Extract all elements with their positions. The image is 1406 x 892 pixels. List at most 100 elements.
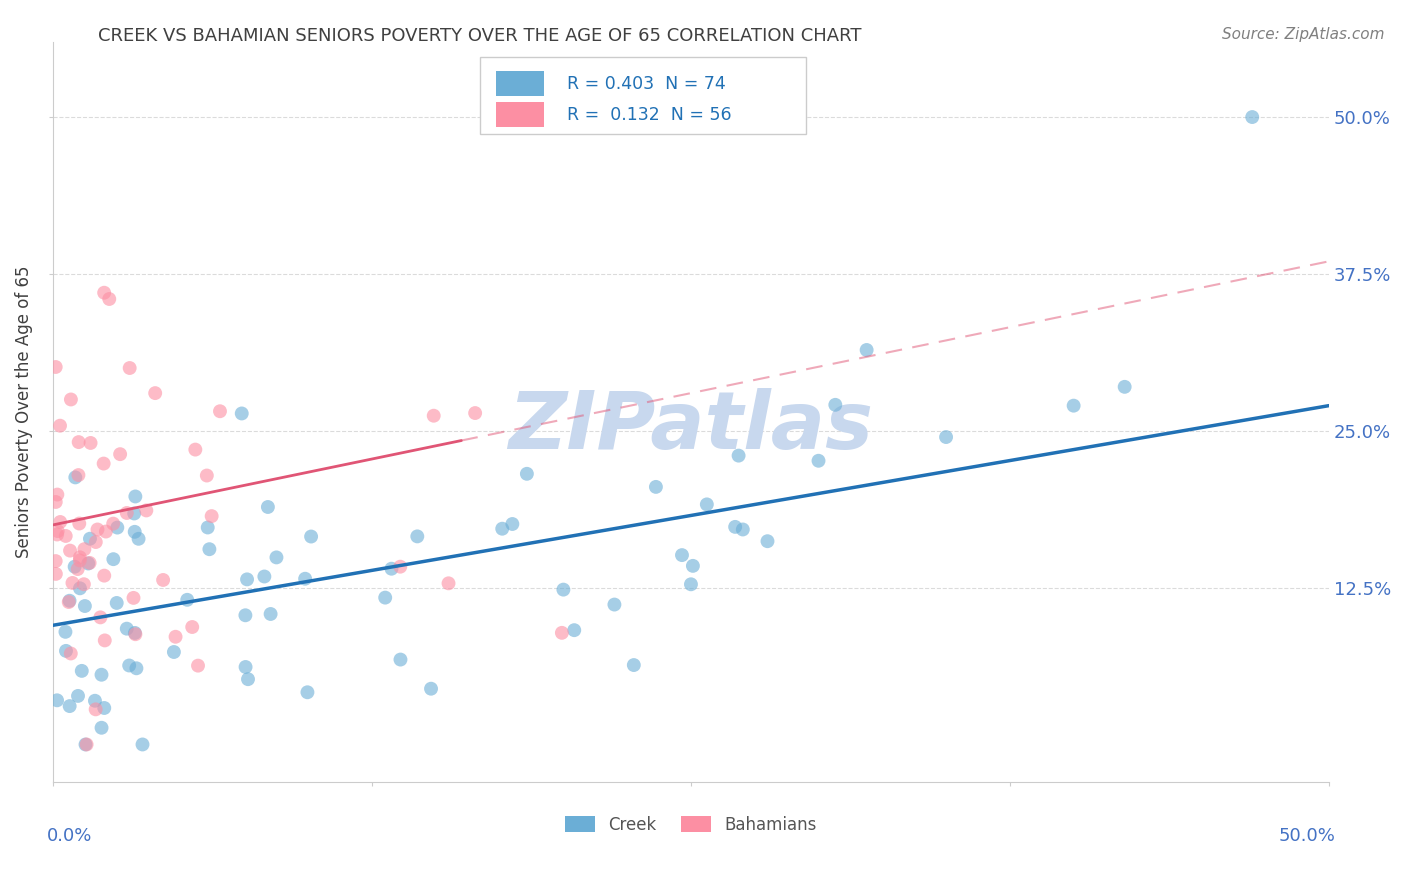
Bahamians — [62, 576, 84, 591]
Text: 0.0%: 0.0% — [46, 827, 93, 845]
Bahamians — [181, 620, 204, 634]
Bahamians — [46, 527, 69, 541]
Creek — [257, 500, 280, 514]
Creek — [103, 552, 125, 566]
Creek — [69, 582, 91, 596]
Creek — [1241, 110, 1264, 124]
Bahamians — [165, 630, 187, 644]
Creek — [124, 490, 146, 504]
Creek — [406, 529, 429, 543]
Creek — [731, 523, 754, 537]
Creek — [70, 664, 93, 678]
Bahamians — [152, 573, 174, 587]
Bahamians — [45, 566, 67, 581]
Creek — [374, 591, 396, 605]
Creek — [645, 480, 668, 494]
Creek — [235, 660, 257, 674]
Bahamians — [76, 738, 98, 752]
Creek — [235, 608, 257, 623]
Bahamians — [59, 543, 82, 558]
Creek — [696, 497, 718, 511]
Creek — [63, 559, 86, 574]
Bahamians — [45, 495, 67, 509]
Bahamians — [551, 625, 574, 640]
Creek — [105, 596, 128, 610]
Creek — [299, 529, 322, 543]
Text: R =  0.132  N = 56: R = 0.132 N = 56 — [567, 105, 733, 123]
Creek — [118, 658, 141, 673]
FancyBboxPatch shape — [481, 56, 806, 135]
Creek — [724, 520, 747, 534]
Text: CREEK VS BAHAMIAN SENIORS POVERTY OVER THE AGE OF 65 CORRELATION CHART: CREEK VS BAHAMIAN SENIORS POVERTY OVER T… — [98, 27, 862, 45]
Creek — [297, 685, 319, 699]
Creek — [84, 694, 107, 708]
Bahamians — [46, 524, 69, 538]
Bahamians — [59, 392, 82, 407]
Creek — [198, 542, 221, 557]
Creek — [55, 644, 77, 658]
Bahamians — [46, 487, 69, 501]
Bahamians — [84, 702, 107, 716]
Bahamians — [94, 524, 117, 539]
Bahamians — [67, 468, 90, 483]
Bahamians — [69, 550, 91, 565]
Creek — [125, 661, 148, 675]
Creek — [516, 467, 538, 481]
Bahamians — [184, 442, 207, 457]
Creek — [131, 738, 153, 752]
Creek — [294, 572, 316, 586]
Creek — [124, 524, 146, 539]
Creek — [236, 672, 259, 686]
Creek — [679, 577, 702, 591]
Creek — [59, 699, 82, 714]
Creek — [603, 598, 626, 612]
Bahamians — [86, 523, 108, 537]
Bahamians — [58, 595, 80, 609]
Bahamians — [59, 647, 82, 661]
Creek — [855, 343, 877, 357]
Bahamians — [73, 542, 96, 557]
Creek — [389, 652, 412, 666]
Bahamians — [208, 404, 231, 418]
Bahamians — [93, 457, 115, 471]
Bahamians — [79, 556, 101, 570]
Bahamians — [89, 610, 111, 624]
Creek — [124, 626, 146, 640]
Creek — [77, 557, 100, 571]
Creek — [824, 398, 846, 412]
Bahamians — [67, 435, 90, 450]
Bahamians — [45, 554, 67, 568]
Bahamians — [98, 292, 121, 306]
Creek — [562, 623, 585, 637]
Bahamians — [94, 633, 117, 648]
Creek — [236, 573, 259, 587]
Creek — [756, 534, 779, 549]
Text: R = 0.403  N = 74: R = 0.403 N = 74 — [567, 75, 725, 93]
FancyBboxPatch shape — [496, 71, 544, 96]
Creek — [176, 592, 198, 607]
Creek — [1063, 399, 1085, 413]
Bahamians — [45, 359, 67, 374]
Creek — [55, 624, 77, 639]
Bahamians — [69, 553, 91, 567]
Bahamians — [135, 503, 157, 517]
Bahamians — [84, 535, 107, 549]
Text: 50.0%: 50.0% — [1278, 827, 1336, 845]
Creek — [623, 658, 645, 673]
Creek — [128, 532, 150, 546]
Creek — [501, 516, 523, 531]
Bahamians — [93, 285, 115, 300]
Bahamians — [118, 361, 141, 376]
Bahamians — [437, 576, 460, 591]
Creek — [259, 607, 281, 621]
Creek — [58, 593, 80, 607]
Legend: Creek, Bahamians: Creek, Bahamians — [558, 809, 824, 840]
Bahamians — [115, 506, 138, 520]
Creek — [682, 558, 704, 573]
Creek — [1114, 380, 1136, 394]
Bahamians — [79, 436, 101, 450]
Bahamians — [93, 568, 115, 582]
Creek — [66, 689, 89, 703]
Creek — [115, 622, 138, 636]
Creek — [90, 667, 112, 681]
